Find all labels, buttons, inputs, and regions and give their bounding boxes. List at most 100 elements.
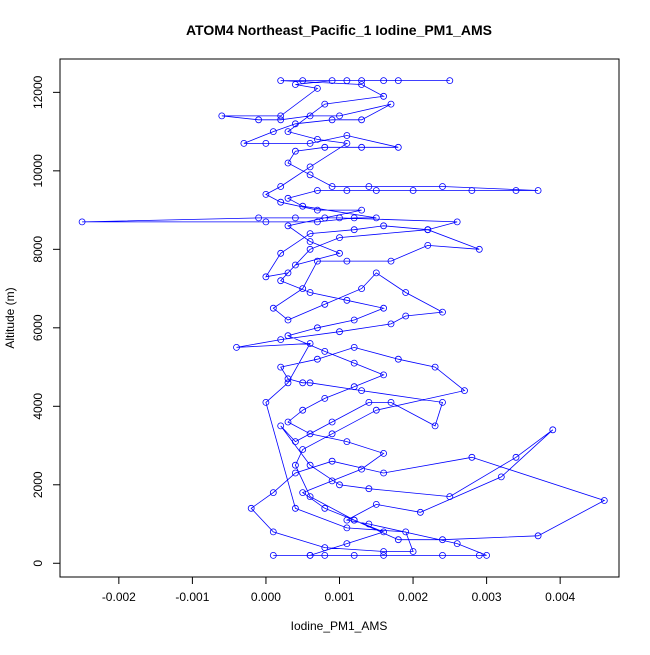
data-point: [284, 128, 292, 136]
data-point: [372, 500, 380, 508]
data-point: [372, 187, 380, 194]
data-point: [78, 218, 86, 226]
data-point: [277, 249, 285, 257]
data-point: [321, 347, 329, 355]
data-point: [306, 230, 314, 238]
data-point: [299, 379, 307, 387]
data-point: [402, 312, 410, 320]
data-point: [277, 116, 285, 124]
data-point: [365, 520, 373, 528]
data-point: [343, 139, 351, 147]
data-point: [350, 343, 358, 351]
data-point: [291, 81, 299, 88]
data-point: [313, 355, 321, 363]
x-tick-label: 0.004: [545, 590, 575, 604]
data-point: [380, 528, 388, 536]
data-point: [262, 190, 270, 198]
data-point: [262, 139, 270, 147]
data-point: [277, 422, 285, 430]
data-point: [549, 426, 557, 434]
data-point: [439, 552, 446, 559]
series-layer: [78, 77, 608, 559]
data-point: [343, 257, 351, 265]
data-point: [291, 438, 299, 446]
data-point: [439, 536, 446, 544]
data-point: [350, 214, 358, 222]
data-point: [343, 524, 351, 532]
data-point: [350, 359, 358, 367]
data-point: [372, 214, 380, 222]
data-point: [336, 249, 343, 257]
data-point: [291, 469, 299, 477]
data-point: [453, 540, 461, 547]
data-point: [313, 218, 321, 226]
data-point: [439, 183, 446, 190]
data-point: [321, 544, 329, 551]
data-point: [365, 183, 373, 190]
data-point: [350, 383, 358, 391]
data-point: [306, 112, 314, 120]
data-point: [402, 289, 410, 296]
data-point: [380, 371, 388, 379]
data-point: [313, 324, 321, 332]
data-point: [336, 214, 343, 222]
data-point: [255, 116, 263, 124]
data-point: [299, 489, 307, 497]
chart-title: ATOM4 Northeast_Pacific_1 Iodine_PM1_AMS: [186, 22, 492, 38]
data-point: [380, 92, 388, 100]
data-point: [299, 285, 307, 293]
data-point: [416, 508, 424, 516]
data-point: [284, 159, 292, 167]
data-point: [306, 430, 314, 438]
data-point: [277, 363, 285, 371]
data-point: [269, 552, 277, 559]
data-point: [299, 77, 307, 84]
x-axis-label: Iodine_PM1_AMS: [291, 619, 388, 633]
y-tick-label: 10000: [31, 154, 45, 188]
data-point: [358, 206, 366, 214]
series-line: [82, 80, 606, 556]
data-point: [512, 187, 520, 194]
data-point: [277, 336, 285, 344]
data-point: [380, 222, 388, 230]
data-point: [402, 528, 410, 536]
data-point: [313, 85, 321, 92]
data-point: [380, 552, 388, 559]
data-point: [313, 135, 321, 143]
data-point: [358, 285, 366, 293]
data-point: [321, 504, 329, 512]
data-point: [291, 504, 299, 512]
data-point: [534, 532, 542, 540]
data-point: [365, 398, 373, 406]
data-point: [284, 194, 292, 202]
data-point: [269, 489, 277, 497]
data-point: [277, 77, 285, 84]
data-point: [284, 379, 292, 387]
data-point: [291, 261, 299, 269]
data-point: [424, 226, 432, 234]
data-point: [461, 387, 468, 395]
data-point: [358, 81, 366, 88]
data-point: [277, 112, 285, 120]
data-point: [372, 269, 380, 277]
data-point: [306, 379, 314, 387]
data-point: [321, 100, 329, 108]
data-point: [446, 493, 454, 501]
data-point: [350, 552, 358, 559]
data-point: [313, 257, 321, 265]
data-point: [284, 269, 292, 277]
data-point: [475, 552, 483, 559]
data-point: [343, 132, 351, 139]
data-point: [534, 187, 542, 194]
y-tick-label: 12000: [31, 75, 45, 109]
data-point: [306, 552, 314, 559]
data-point: [269, 128, 277, 136]
x-axis: -0.002 -0.001 0.000 0.001 0.002 0.003 0.004: [102, 576, 575, 604]
data-point: [306, 171, 314, 179]
data-point: [358, 116, 366, 124]
data-point: [269, 528, 277, 536]
data-point: [284, 332, 292, 340]
data-point: [277, 277, 285, 285]
